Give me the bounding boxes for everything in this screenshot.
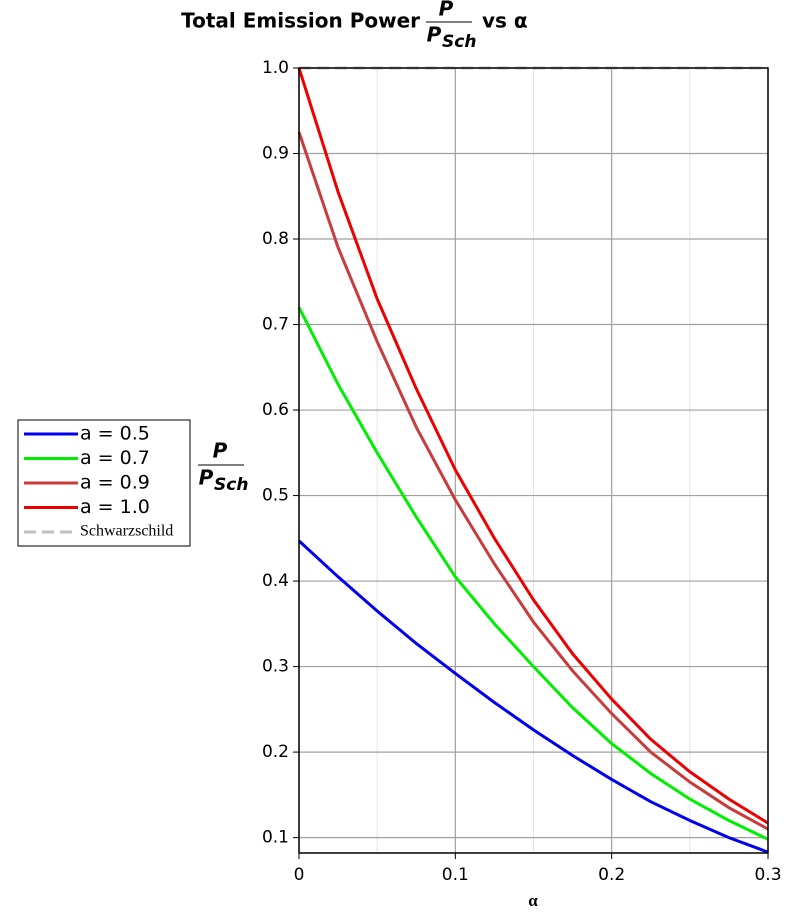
data-line bbox=[297, 539, 769, 854]
title-subscript: Sch bbox=[442, 32, 476, 52]
title-numerator: P bbox=[439, 0, 454, 21]
plot-frame bbox=[298, 67, 769, 854]
x-tick-label: 0.1 bbox=[442, 865, 469, 885]
legend-label: Schwarzschild bbox=[80, 523, 173, 540]
title-text: Total Emission Power bbox=[181, 9, 420, 33]
x-tick-label: 0.3 bbox=[754, 865, 781, 885]
y-tick-label: 0.3 bbox=[262, 657, 289, 677]
legend-label: a = 0.9 bbox=[80, 472, 150, 494]
y-axis-label: P P Sch bbox=[198, 439, 248, 495]
y-tick-label: 0.2 bbox=[262, 742, 289, 762]
data-line bbox=[297, 67, 769, 825]
data-line bbox=[297, 306, 769, 841]
x-axis-label: α bbox=[528, 891, 538, 910]
y-tick-label: 1.0 bbox=[262, 58, 289, 78]
legend-label: a = 1.0 bbox=[80, 496, 150, 518]
legend-label: a = 0.7 bbox=[80, 447, 150, 469]
x-tick-label: 0 bbox=[294, 865, 305, 885]
title: Total Emission Power P P Sch vs α bbox=[181, 0, 528, 52]
y-tick-label: 0.7 bbox=[262, 315, 289, 335]
ylabel-numerator: P bbox=[213, 439, 228, 463]
title-text: vs α bbox=[482, 9, 528, 33]
x-tick-label: 0.2 bbox=[598, 865, 625, 885]
y-tick-label: 0.1 bbox=[262, 828, 289, 848]
y-tick-label: 0.8 bbox=[262, 229, 289, 249]
y-tick-label: 0.4 bbox=[262, 571, 289, 591]
ylabel-denominator: P bbox=[199, 466, 214, 490]
ylabel-subscript: Sch bbox=[214, 475, 248, 495]
y-tick-label: 0.9 bbox=[262, 144, 289, 164]
legend-label: a = 0.5 bbox=[80, 423, 150, 445]
y-tick-label: 0.6 bbox=[262, 400, 289, 420]
title-denominator: P bbox=[427, 23, 442, 47]
y-tick-label: 0.5 bbox=[262, 486, 289, 506]
data-line bbox=[297, 131, 769, 831]
